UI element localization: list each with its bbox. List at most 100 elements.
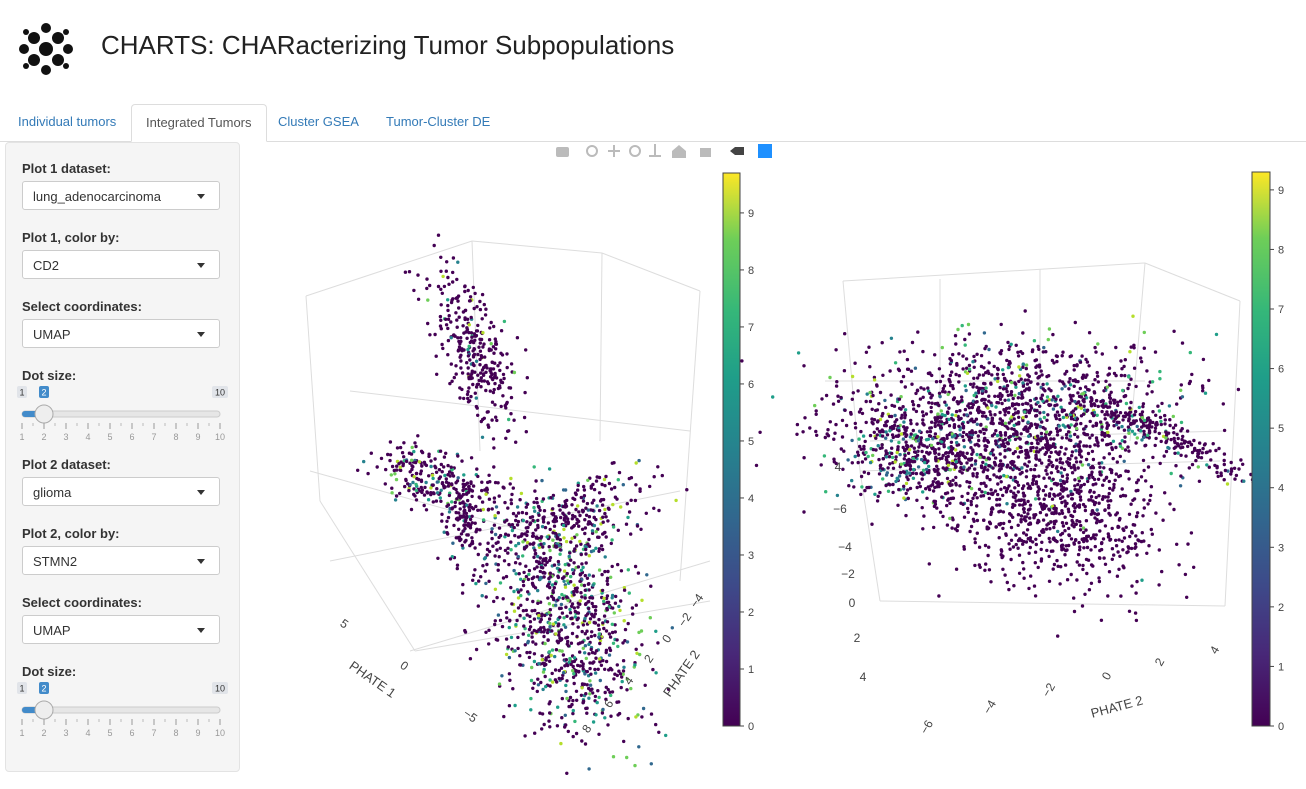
cell-point <box>999 480 1003 484</box>
cell-point <box>583 672 587 676</box>
cell-point <box>597 627 601 632</box>
cell-point <box>604 629 609 633</box>
cell-point <box>1074 538 1078 542</box>
cell-point <box>1186 440 1191 445</box>
cell-point <box>433 457 437 461</box>
cell-point <box>543 563 548 567</box>
cell-point <box>1066 424 1070 428</box>
tab[interactable]: Integrated Tumors <box>131 104 267 142</box>
cell-point <box>578 650 582 654</box>
cell-point <box>1112 553 1116 557</box>
select-input[interactable]: glioma <box>22 477 220 506</box>
cell-point <box>414 471 419 476</box>
cell-point <box>536 518 540 523</box>
cell-point <box>576 565 581 569</box>
cell-point <box>1042 345 1046 350</box>
cell-point <box>516 596 521 600</box>
cell-point <box>1090 509 1094 513</box>
cell-point <box>1190 462 1195 467</box>
cell-point <box>525 530 529 534</box>
cell-point <box>516 535 521 539</box>
cell-point <box>440 481 445 485</box>
cell-point <box>936 441 940 446</box>
tab[interactable]: Individual tumors <box>18 114 117 129</box>
cell-point <box>1057 413 1061 417</box>
cell-point <box>1073 432 1077 437</box>
cell-point <box>569 558 573 562</box>
cell-point <box>1005 389 1009 394</box>
cell-point <box>530 534 535 538</box>
cell-point <box>1111 488 1115 492</box>
select-input[interactable]: UMAP <box>22 319 220 348</box>
cell-point <box>825 432 829 436</box>
cell-point <box>1106 413 1110 417</box>
select-input[interactable]: STMN2 <box>22 546 220 575</box>
cell-point <box>544 656 548 660</box>
cell-point <box>928 451 932 455</box>
cell-point <box>1000 555 1004 560</box>
cell-point <box>409 452 414 456</box>
cell-point <box>913 366 918 370</box>
select-input[interactable]: lung_adenocarcinoma <box>22 181 220 210</box>
cell-point <box>568 551 572 555</box>
cell-point <box>963 407 968 412</box>
slider-handle[interactable] <box>34 700 54 720</box>
cell-point <box>490 360 495 365</box>
cell-point <box>893 361 898 365</box>
tab[interactable]: Tumor-Cluster DE <box>386 114 491 129</box>
cell-point <box>1047 455 1052 459</box>
cell-point <box>1001 493 1005 498</box>
cell-point <box>842 369 847 373</box>
cell-point <box>969 524 974 529</box>
cell-point <box>1027 522 1031 526</box>
cell-point <box>546 596 550 600</box>
cell-point <box>834 348 838 352</box>
scene-grid-line <box>305 295 321 502</box>
cell-point <box>965 461 969 465</box>
select-input[interactable]: CD2 <box>22 250 220 279</box>
cell-point <box>530 665 534 670</box>
cell-point <box>1076 476 1081 480</box>
cell-point <box>1091 424 1095 428</box>
cell-point <box>522 616 526 620</box>
cell-point <box>458 507 462 511</box>
cell-point <box>466 347 470 352</box>
cell-point <box>1066 507 1071 511</box>
cell-point <box>970 405 974 410</box>
select-input[interactable]: UMAP <box>22 615 220 644</box>
cell-point <box>484 492 488 496</box>
cell-point <box>1064 413 1069 417</box>
cell-point <box>1108 395 1112 400</box>
modebar[interactable] <box>556 144 772 158</box>
cell-point <box>545 535 549 539</box>
cell-point <box>519 588 523 592</box>
cell-point <box>535 575 540 579</box>
cell-point <box>997 503 1002 507</box>
cell-point <box>1008 448 1012 452</box>
cell-point <box>529 678 534 683</box>
cell-point <box>1027 374 1031 379</box>
cell-point <box>593 694 598 699</box>
cell-point <box>999 548 1003 552</box>
cell-point <box>559 515 563 520</box>
cell-point <box>456 260 460 264</box>
cell-point <box>964 388 968 393</box>
cell-point <box>1088 436 1092 440</box>
cell-point <box>597 617 601 622</box>
cell-point <box>474 329 479 333</box>
cell-point <box>428 333 432 337</box>
cell-point <box>466 354 471 358</box>
cell-point <box>493 403 497 407</box>
cell-point <box>884 430 888 434</box>
cell-point <box>944 455 949 459</box>
cell-point <box>1126 545 1130 549</box>
cell-point <box>995 400 999 405</box>
slider-handle[interactable] <box>34 404 54 424</box>
cell-point <box>649 584 653 588</box>
cell-point <box>994 442 998 446</box>
cell-point <box>523 626 527 631</box>
cell-point <box>1163 413 1167 418</box>
tab[interactable]: Cluster GSEA <box>278 114 359 129</box>
